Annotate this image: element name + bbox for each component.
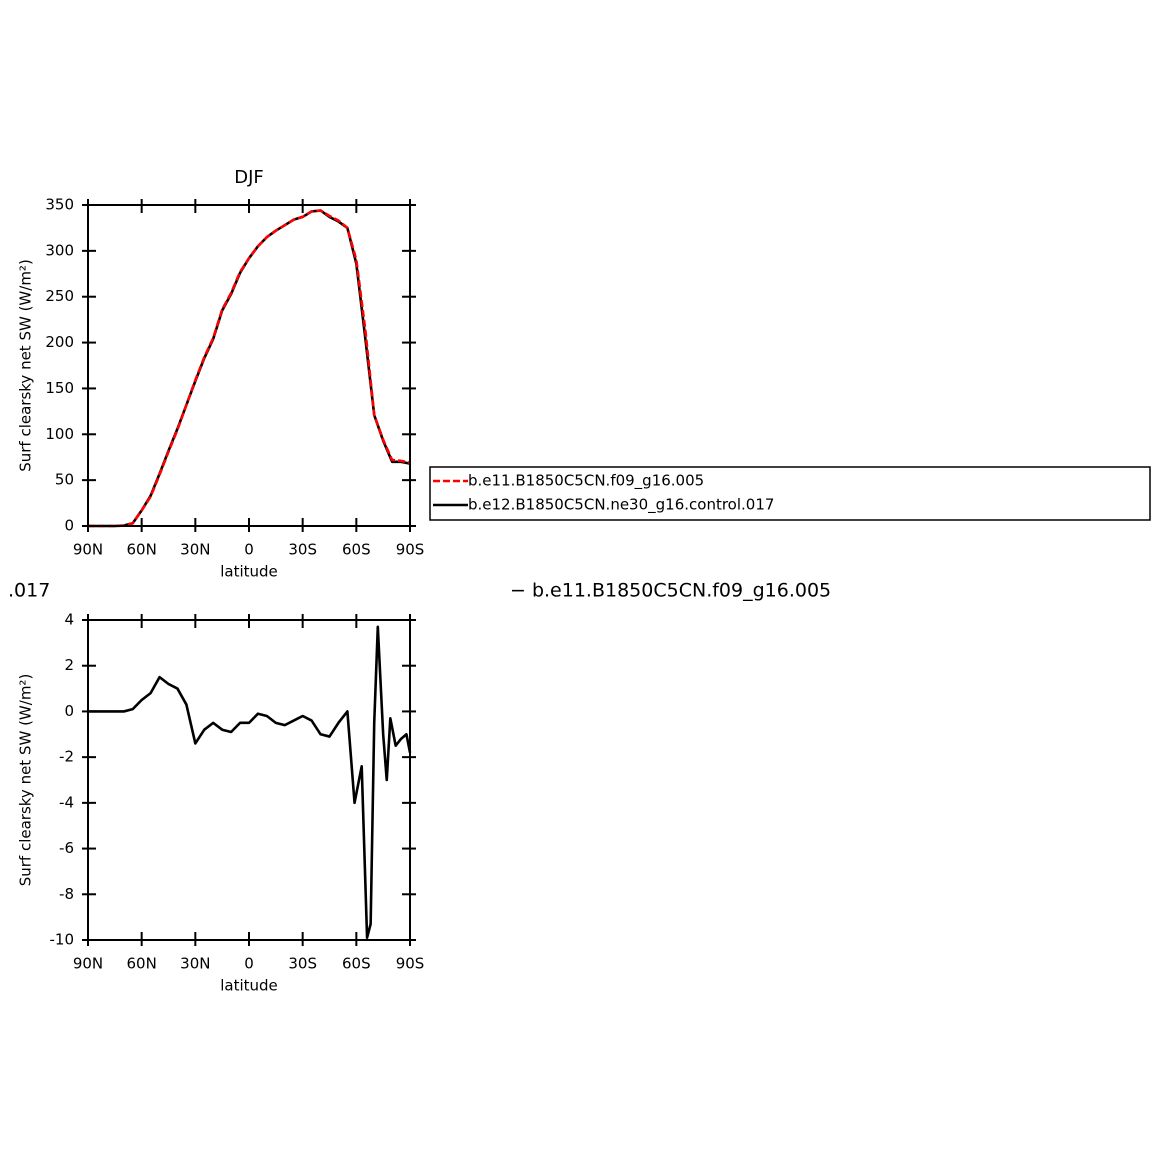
y-tick-label: 0 [64,702,74,720]
plot-frame [87,204,411,527]
y-tick-label: 350 [45,196,74,214]
x-tick-label: 60S [342,955,371,973]
y-tick-label: 200 [45,333,74,351]
x-tick-label: 60S [342,541,371,559]
y-tick-label: -2 [59,748,74,766]
x-axis-label: latitude [220,563,278,581]
x-tick-label: 0 [244,955,254,973]
y-tick-label: 2 [64,656,74,674]
plot-frame [87,619,411,941]
annotation: .017 [8,580,50,602]
y-tick-label: -4 [59,793,74,811]
x-tick-label: 30N [180,955,210,973]
x-axis-label: latitude [220,977,278,995]
data-line [88,209,411,528]
legend-label: b.e12.B1850C5CN.ne30_g16.control.017 [468,496,774,515]
x-tick-label: 60N [127,955,157,973]
x-tick-label: 90N [73,541,103,559]
y-tick-label: 300 [45,241,74,259]
annotation: − b.e11.B1850C5CN.f09_g16.005 [510,580,831,602]
x-tick-label: 60N [127,541,157,559]
y-tick-label: 150 [45,379,74,397]
data-line [88,625,412,940]
y-axis-label: Surf clearsky net SW (W/m²) [17,674,35,887]
x-tick-label: 30N [180,541,210,559]
y-tick-label: -8 [59,885,74,903]
x-tick-label: 90N [73,955,103,973]
x-tick-label: 0 [244,541,254,559]
y-tick-label: 50 [55,471,74,489]
legend-box [429,466,1151,521]
y-tick-label: 4 [64,611,74,629]
x-tick-label: 90S [396,955,425,973]
y-tick-label: 250 [45,287,74,305]
y-axis-label: Surf clearsky net SW (W/m²) [17,259,35,472]
legend-label: b.e11.B1850C5CN.f09_g16.005 [468,472,704,491]
x-tick-label: 90S [396,541,425,559]
x-tick-label: 30S [288,541,317,559]
chart-title: DJF [234,167,264,188]
y-tick-label: -6 [59,839,74,857]
y-tick-label: -10 [50,931,75,949]
x-tick-label: 30S [288,955,317,973]
y-tick-label: 0 [64,517,74,535]
y-tick-label: 100 [45,425,74,443]
